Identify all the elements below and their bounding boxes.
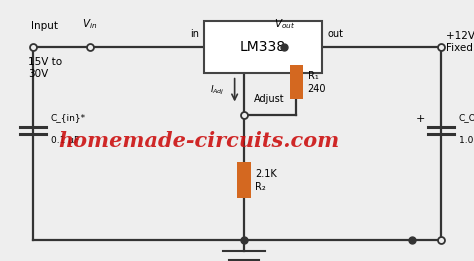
Text: 240: 240: [308, 84, 326, 94]
Text: out: out: [327, 29, 343, 39]
Text: Adjust: Adjust: [254, 94, 284, 104]
Text: 2.1K: 2.1K: [255, 169, 277, 179]
Text: Input: Input: [31, 21, 58, 31]
Text: $V_{in}$: $V_{in}$: [82, 17, 98, 31]
Text: 0.1 μF: 0.1 μF: [51, 137, 79, 145]
Bar: [237, 162, 251, 198]
Text: +12V / 5 amp
Fixed: +12V / 5 amp Fixed: [446, 31, 474, 52]
Text: homemade-circuits.com: homemade-circuits.com: [58, 131, 340, 151]
Text: 15V to
30V: 15V to 30V: [28, 57, 63, 79]
Text: R₁: R₁: [308, 71, 319, 81]
Text: $I_{Adj}$: $I_{Adj}$: [210, 84, 225, 97]
Text: C_O**: C_O**: [459, 113, 474, 122]
Text: in: in: [190, 29, 199, 39]
Text: R₂: R₂: [255, 182, 266, 192]
Bar: [290, 65, 303, 99]
Bar: [204, 21, 322, 73]
Text: $V_{out}$: $V_{out}$: [274, 17, 295, 31]
Text: C_{in}*: C_{in}*: [51, 113, 86, 122]
Text: LM338: LM338: [240, 40, 286, 54]
Text: +: +: [416, 114, 425, 124]
Text: 1.0 μF: 1.0 μF: [459, 137, 474, 145]
